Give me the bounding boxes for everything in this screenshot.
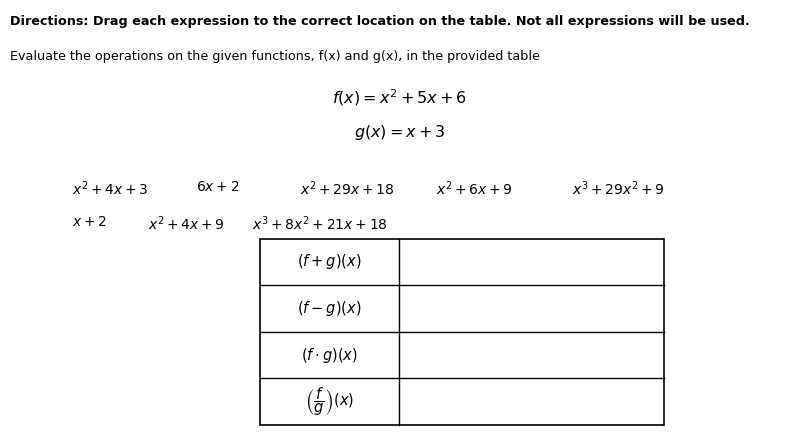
Text: Evaluate the operations on the given functions, f(x) and g(x), in the provided t: Evaluate the operations on the given fun… bbox=[10, 50, 539, 64]
Text: $6x + 2$: $6x + 2$ bbox=[196, 180, 239, 194]
Text: $x + 2$: $x + 2$ bbox=[72, 215, 107, 229]
Text: $x^3 + 8x^2 + 21x + 18$: $x^3 + 8x^2 + 21x + 18$ bbox=[252, 215, 388, 233]
Text: $x^3 + 29x^2 + 9$: $x^3 + 29x^2 + 9$ bbox=[572, 180, 665, 198]
Text: $x^2 + 4x + 3$: $x^2 + 4x + 3$ bbox=[72, 180, 149, 198]
Text: $g(x) = x + 3$: $g(x) = x + 3$ bbox=[354, 123, 446, 141]
Text: $(f \cdot g)(x)$: $(f \cdot g)(x)$ bbox=[302, 346, 358, 364]
Text: Directions: Drag each expression to the correct location on the table. Not all e: Directions: Drag each expression to the … bbox=[10, 15, 750, 28]
Text: $f(x) = x^2 + 5x + 6$: $f(x) = x^2 + 5x + 6$ bbox=[333, 88, 467, 108]
Text: $x^2 + 29x + 18$: $x^2 + 29x + 18$ bbox=[300, 180, 394, 198]
Text: $(f - g)(x)$: $(f - g)(x)$ bbox=[298, 299, 362, 318]
Text: $x^2 + 4x + 9$: $x^2 + 4x + 9$ bbox=[148, 215, 225, 233]
FancyBboxPatch shape bbox=[260, 239, 664, 425]
Text: $\left(\dfrac{f}{g}\right)(x)$: $\left(\dfrac{f}{g}\right)(x)$ bbox=[305, 385, 354, 418]
Text: $(f + g)(x)$: $(f + g)(x)$ bbox=[298, 252, 362, 272]
Text: $x^2 + 6x + 9$: $x^2 + 6x + 9$ bbox=[436, 180, 513, 198]
